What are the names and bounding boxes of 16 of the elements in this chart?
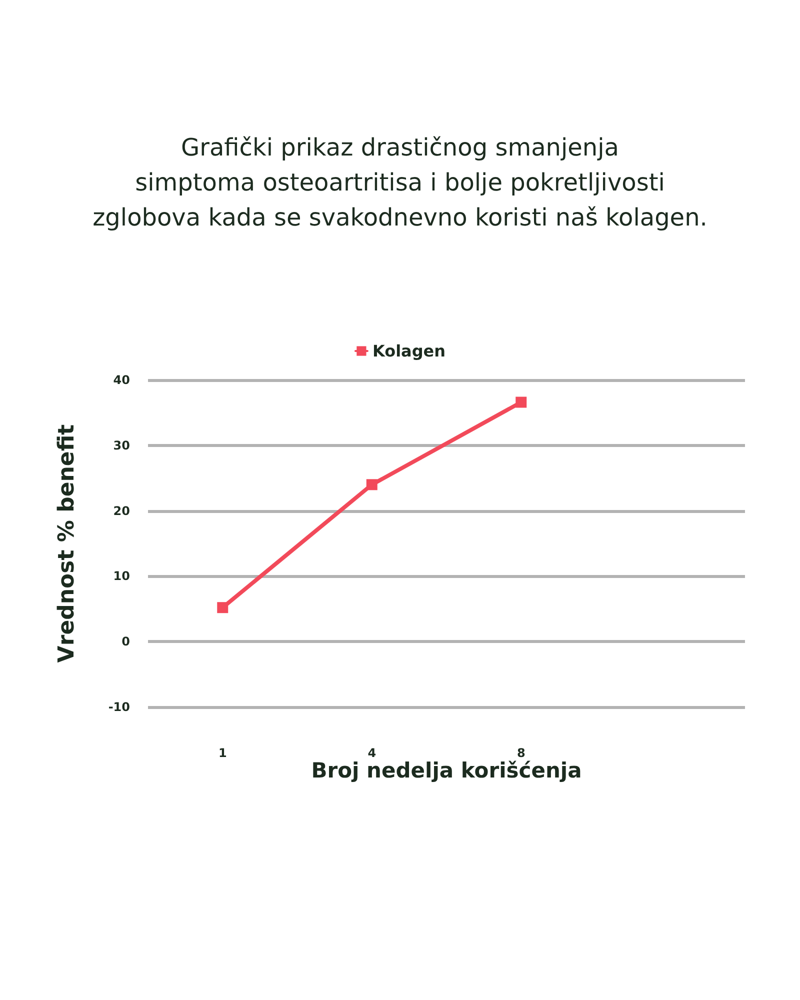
- x-tick-label: 8: [516, 746, 526, 760]
- y-tick-label: -10: [108, 700, 130, 714]
- y-tick-label: 40: [113, 373, 130, 387]
- x-tick-label: 1: [218, 746, 227, 760]
- y-tick-label: 20: [113, 504, 130, 518]
- x-axis-title: Broj nedelja korišćenja: [311, 758, 582, 782]
- legend-label: Kolagen: [372, 342, 446, 360]
- chart-title: Grafički prikaz drastičnog smanjenja simptoma osteoartritisa i bolje pokretljivosti zglobova kada se svakodnevno koristi naš kolagen.: [92, 134, 708, 232]
- y-tick-label: 30: [113, 438, 130, 452]
- y-tick-label: 10: [113, 569, 130, 584]
- point: [217, 602, 228, 614]
- point: [366, 479, 378, 490]
- y-axis-title: Vrednost % benefit: [54, 424, 80, 663]
- y-tick-label: 0: [122, 634, 130, 649]
- point: [516, 396, 527, 408]
- x-tick-label: 4: [368, 746, 376, 760]
